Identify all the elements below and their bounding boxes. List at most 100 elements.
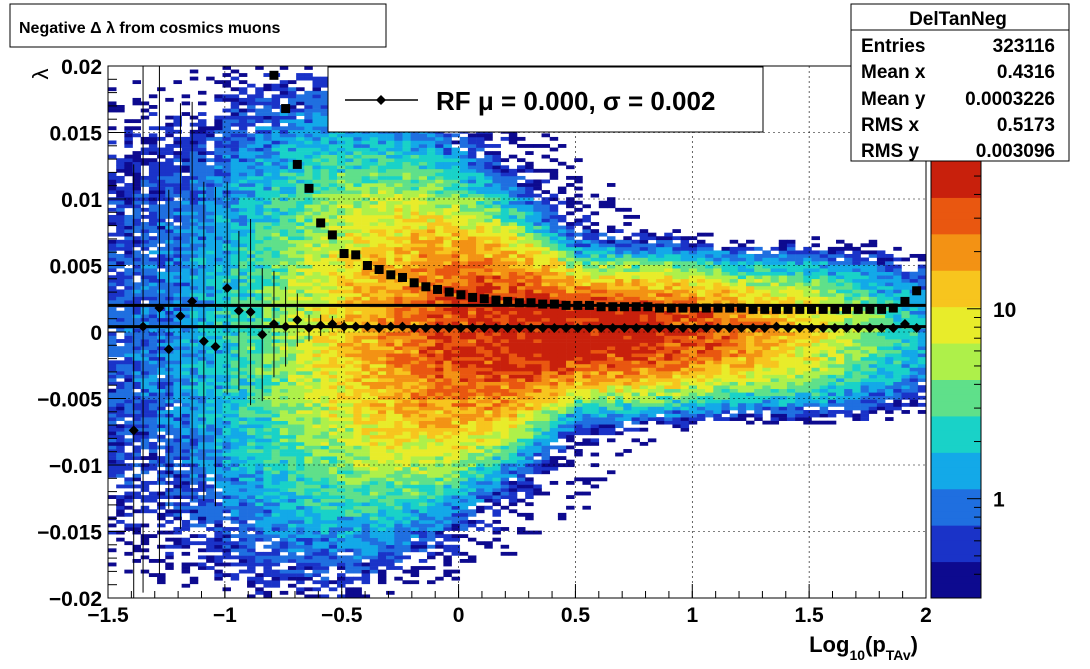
- heatmap-cell: [255, 424, 264, 429]
- heatmap-cell: [296, 119, 305, 124]
- heatmap-cell: [108, 495, 117, 499]
- heatmap-cell: [271, 222, 281, 226]
- heatmap-cell: [255, 204, 264, 209]
- heatmap-cell: [238, 218, 248, 223]
- heatmap-cell: [124, 133, 133, 138]
- heatmap-cell: [140, 555, 150, 560]
- heatmap-cell: [157, 463, 166, 468]
- heatmap-cell: [255, 317, 264, 322]
- heatmap-cell: [304, 229, 313, 233]
- heatmap-cell: [132, 399, 142, 404]
- heatmap-cell: [230, 193, 240, 198]
- heatmap-cell: [386, 172, 395, 177]
- heatmap-cell: [361, 179, 371, 184]
- heatmap-cell: [328, 346, 338, 351]
- heatmap-cell: [361, 332, 371, 336]
- heatmap-cell: [157, 214, 166, 219]
- heatmap-cell: [287, 449, 297, 453]
- heatmap-cell: [206, 527, 215, 531]
- heatmap-cell: [157, 168, 166, 173]
- heatmap-cell: [271, 356, 281, 361]
- heatmap-cell: [296, 431, 305, 436]
- heatmap-cell: [255, 222, 264, 226]
- heatmap-cell: [320, 101, 330, 106]
- heatmap-cell: [345, 289, 354, 294]
- heatmap-cell: [181, 505, 191, 510]
- heatmap-cell: [148, 211, 158, 216]
- heatmap-cell: [206, 236, 215, 241]
- heatmap-cell: [427, 505, 436, 510]
- heatmap-cell: [214, 296, 223, 301]
- heatmap-cell: [148, 307, 158, 312]
- heatmap-cell: [402, 190, 411, 194]
- heatmap-cell: [312, 502, 321, 507]
- heatmap-cell: [328, 360, 338, 365]
- heatmap-cell: [287, 246, 297, 251]
- heatmap-cell: [148, 193, 158, 198]
- heatmap-cell: [361, 371, 371, 375]
- heatmap-cell: [116, 431, 125, 436]
- heatmap-cell: [238, 402, 248, 407]
- heatmap-cell: [255, 491, 264, 496]
- heatmap-cell: [132, 183, 142, 187]
- heatmap-cell: [263, 193, 272, 198]
- heatmap-cell: [247, 541, 256, 546]
- heatmap-cell: [328, 147, 338, 152]
- heatmap-cell: [427, 519, 436, 524]
- heatmap-cell: [287, 211, 297, 216]
- heatmap-cell: [279, 523, 289, 528]
- heatmap-cell: [402, 363, 411, 368]
- heatmap-cell: [345, 569, 354, 574]
- heatmap-cell: [377, 385, 387, 390]
- heatmap-cell: [238, 73, 248, 77]
- heatmap-cell: [361, 222, 371, 226]
- heatmap-cell: [255, 218, 264, 223]
- heatmap-cell: [402, 473, 411, 478]
- heatmap-cell: [369, 452, 379, 457]
- heatmap-cell: [222, 530, 231, 535]
- heatmap-cell: [296, 470, 305, 475]
- heatmap-cell: [418, 519, 428, 524]
- heatmap-cell: [214, 186, 223, 191]
- heatmap-cell: [377, 392, 387, 397]
- heatmap-cell: [287, 385, 297, 390]
- heatmap-cell: [304, 378, 313, 382]
- heatmap-cell: [377, 321, 387, 326]
- heatmap-cell: [263, 268, 272, 273]
- heatmap-cell: [181, 183, 191, 187]
- heatmap-cell: [189, 339, 199, 343]
- heatmap-cell: [148, 356, 158, 361]
- heatmap-cell: [230, 243, 240, 248]
- heatmap-cell: [140, 537, 150, 542]
- heatmap-cell: [157, 530, 166, 535]
- heatmap-cell: [369, 292, 379, 297]
- heatmap-cell: [287, 314, 297, 319]
- heatmap-cell: [361, 154, 371, 159]
- heatmap-cell: [148, 292, 158, 297]
- heatmap-cell: [148, 275, 158, 280]
- heatmap-cell: [173, 179, 182, 184]
- heatmap-cell: [353, 154, 362, 159]
- heatmap-cell: [304, 165, 313, 170]
- heatmap-cell: [271, 126, 281, 131]
- heatmap-cell: [116, 371, 125, 375]
- heatmap-cell: [255, 268, 264, 273]
- heatmap-cell: [181, 363, 191, 368]
- heatmap-cell: [214, 218, 223, 223]
- heatmap-cell: [377, 434, 387, 439]
- heatmap-cell: [386, 158, 395, 163]
- heatmap-cell: [402, 438, 411, 443]
- heatmap-cell: [165, 431, 174, 436]
- heatmap-cell: [197, 211, 207, 216]
- heatmap-cell: [312, 275, 321, 280]
- heatmap-cell: [238, 253, 248, 258]
- heatmap-cell: [247, 257, 256, 262]
- heatmap-cell: [287, 488, 297, 492]
- heatmap-cell: [271, 232, 281, 237]
- heatmap-cell: [279, 512, 289, 517]
- heatmap-cell: [361, 257, 371, 262]
- heatmap-cell: [353, 285, 362, 290]
- heatmap-cell: [353, 523, 362, 528]
- heatmap-cell: [296, 282, 305, 287]
- heatmap-cell: [214, 328, 223, 333]
